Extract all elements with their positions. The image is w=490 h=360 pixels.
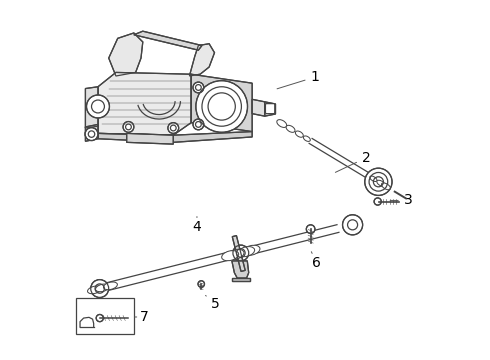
Polygon shape (232, 261, 249, 278)
Polygon shape (190, 44, 215, 76)
Circle shape (85, 128, 98, 140)
Bar (76, 298, 134, 334)
Polygon shape (98, 72, 191, 135)
Ellipse shape (286, 125, 295, 132)
Ellipse shape (277, 120, 287, 127)
Ellipse shape (221, 251, 239, 261)
Text: 5: 5 (205, 296, 220, 311)
Circle shape (123, 122, 134, 132)
Polygon shape (191, 74, 252, 132)
Circle shape (196, 81, 247, 132)
Circle shape (365, 168, 392, 195)
Polygon shape (109, 33, 143, 76)
Circle shape (96, 315, 103, 321)
Polygon shape (232, 278, 250, 281)
Ellipse shape (295, 131, 303, 137)
Circle shape (193, 119, 204, 130)
Polygon shape (85, 125, 98, 141)
Ellipse shape (377, 180, 385, 186)
FancyBboxPatch shape (266, 104, 275, 114)
Ellipse shape (238, 247, 255, 257)
Polygon shape (134, 31, 202, 50)
Polygon shape (232, 235, 245, 271)
Text: 7: 7 (135, 310, 148, 324)
Ellipse shape (243, 245, 260, 255)
Ellipse shape (370, 176, 377, 181)
Circle shape (343, 215, 363, 235)
Ellipse shape (303, 136, 310, 141)
Circle shape (306, 225, 315, 233)
Ellipse shape (227, 249, 244, 260)
Circle shape (168, 123, 179, 134)
Circle shape (198, 281, 204, 287)
Circle shape (193, 82, 204, 93)
Text: 3: 3 (390, 193, 413, 207)
Polygon shape (98, 132, 252, 142)
Text: 6: 6 (311, 252, 321, 270)
Ellipse shape (88, 286, 101, 294)
Ellipse shape (381, 183, 391, 190)
Polygon shape (265, 102, 275, 116)
Polygon shape (126, 134, 173, 144)
Text: 4: 4 (193, 217, 201, 234)
Text: 1: 1 (277, 70, 319, 89)
Circle shape (233, 245, 249, 261)
Circle shape (374, 198, 381, 205)
Text: 2: 2 (335, 151, 370, 172)
Polygon shape (85, 87, 98, 128)
Polygon shape (252, 99, 265, 116)
Circle shape (87, 95, 109, 118)
Circle shape (91, 280, 109, 297)
Ellipse shape (96, 284, 109, 292)
Ellipse shape (103, 282, 118, 290)
